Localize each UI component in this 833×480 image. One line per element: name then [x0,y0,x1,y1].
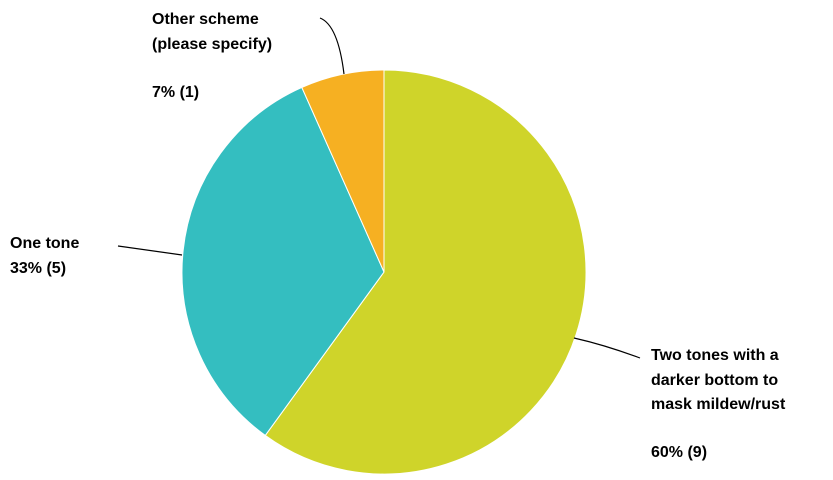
leader-line-one-tone [117,245,183,256]
label-other-scheme: Other scheme (please specify) 7% (1) [152,11,272,101]
slice-one-tone [181,86,385,437]
label-one-tone: One tone 33% (5) [10,235,79,277]
value-label-other-scheme: 7% (1) [152,84,199,101]
label-two-tones: Two tones with a darker bottom to mask m… [651,347,786,461]
label-other-scheme-line-1: Other scheme [152,11,259,28]
label-other-scheme-line-2: (please specify) [152,36,272,53]
label-two-tones-line-1: Two tones with a [651,347,779,364]
slice-two-tones [264,69,587,475]
value-label-one-tone: 33% (5) [10,260,66,277]
label-one-tone-line-1: One tone [10,235,79,252]
leader-line-other-scheme [319,17,345,75]
slice-other-scheme [301,69,385,273]
leader-line-two-tones [573,337,641,359]
value-label-two-tones: 60% (9) [651,444,707,461]
label-two-tones-line-3: mask mildew/rust [651,396,786,413]
label-two-tones-line-2: darker bottom to [651,372,778,389]
pie-slices [181,69,587,475]
